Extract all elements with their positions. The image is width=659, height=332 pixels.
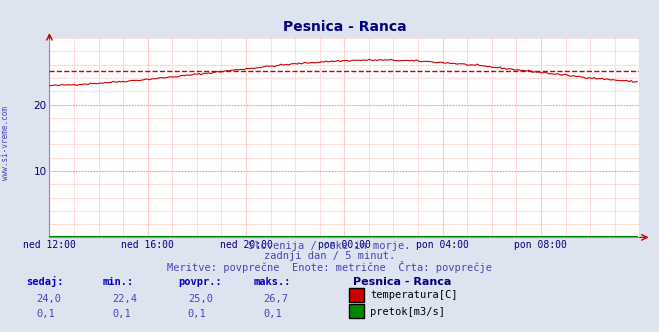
Text: 26,7: 26,7 xyxy=(264,294,289,304)
Text: www.si-vreme.com: www.si-vreme.com xyxy=(1,106,10,180)
Text: 22,4: 22,4 xyxy=(112,294,137,304)
Text: zadnji dan / 5 minut.: zadnji dan / 5 minut. xyxy=(264,251,395,261)
Text: Slovenija / reke in morje.: Slovenija / reke in morje. xyxy=(248,241,411,251)
Text: 0,1: 0,1 xyxy=(112,309,130,319)
Title: Pesnica - Ranca: Pesnica - Ranca xyxy=(283,20,406,34)
Text: 0,1: 0,1 xyxy=(264,309,282,319)
Text: 24,0: 24,0 xyxy=(36,294,61,304)
Text: 0,1: 0,1 xyxy=(188,309,206,319)
Text: Pesnica - Ranca: Pesnica - Ranca xyxy=(353,277,451,287)
Text: temperatura[C]: temperatura[C] xyxy=(370,290,458,300)
Text: sedaj:: sedaj: xyxy=(26,276,64,287)
Text: pretok[m3/s]: pretok[m3/s] xyxy=(370,307,445,317)
Text: min.:: min.: xyxy=(102,277,133,287)
Text: Meritve: povprečne  Enote: metrične  Črta: povprečje: Meritve: povprečne Enote: metrične Črta:… xyxy=(167,261,492,273)
Text: povpr.:: povpr.: xyxy=(178,277,221,287)
Text: maks.:: maks.: xyxy=(254,277,291,287)
Text: 25,0: 25,0 xyxy=(188,294,213,304)
Text: 0,1: 0,1 xyxy=(36,309,55,319)
